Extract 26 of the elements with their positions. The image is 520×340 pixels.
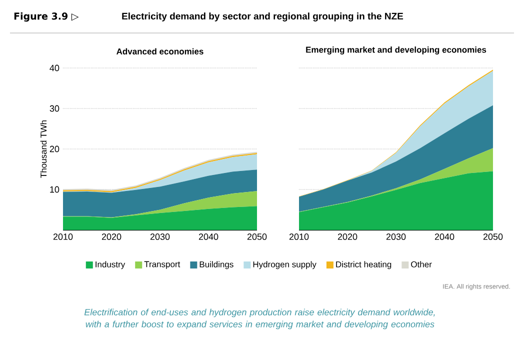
y-tick-label: 10 — [50, 186, 60, 193]
y-tick-label: 30 — [50, 105, 60, 112]
legend-label: Industry — [96, 261, 126, 270]
y-tick-label: 40 — [50, 64, 60, 72]
x-tick-label: 2040 — [434, 234, 454, 240]
legend-label: Buildings — [200, 261, 234, 270]
y-axis-title: Thousand TWh — [40, 120, 47, 178]
legend-label: Transport — [144, 261, 180, 269]
legend-label: Hydrogen supply — [253, 261, 316, 270]
caption: Figure 3.9 ▷ — [14, 12, 79, 22]
x-tick-label: 2030 — [386, 234, 406, 240]
text: Electrification of end-uses and hydrogen production raise electricity demand worldwide, with a further boost to expand services in emerging market and developing economies — [84, 308, 435, 330]
x-tick-label: 2020 — [338, 234, 358, 240]
y-tick-label: 20 — [50, 146, 60, 152]
text: Electricity demand by sector and regional grouping in the NZE — [122, 12, 404, 22]
legend-label: District heating — [336, 261, 392, 270]
legend-label: Other — [411, 261, 432, 268]
x-tick-label: 2050 — [483, 234, 503, 240]
x-tick-label: 2010 — [289, 234, 309, 240]
x-tick-label: 2010 — [53, 234, 73, 240]
x-tick-label: 2040 — [198, 234, 218, 240]
chart-title: Emerging market and developing economies — [306, 46, 486, 54]
chart-title: Advanced economies — [116, 48, 204, 54]
x-tick-label: 2020 — [102, 234, 122, 240]
x-tick-label: 2030 — [150, 234, 170, 240]
x-tick-label: 2050 — [247, 234, 267, 240]
